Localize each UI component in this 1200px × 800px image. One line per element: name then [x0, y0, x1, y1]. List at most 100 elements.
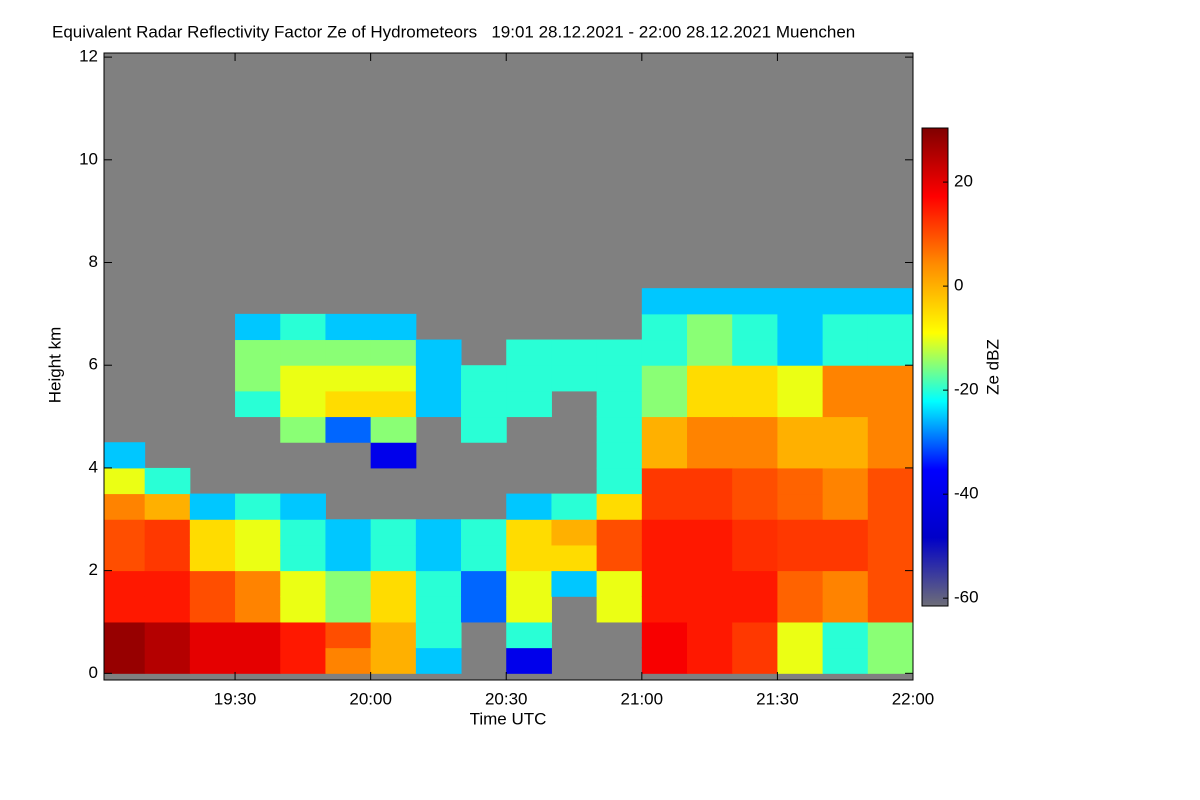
- plot-frame: [103, 52, 914, 681]
- heat-cell: [596, 442, 643, 469]
- heat-cell: [280, 570, 326, 597]
- heat-cell: [777, 570, 824, 597]
- heat-cell: [325, 390, 372, 418]
- heat-cell: [822, 544, 869, 572]
- x-tick-label: 22:00: [892, 689, 935, 708]
- heat-cell: [551, 519, 598, 546]
- heat-cell: [235, 339, 281, 366]
- heat-cell: [506, 339, 552, 366]
- heat-cell: [235, 621, 281, 649]
- y-tick-label: 4: [89, 457, 98, 476]
- heat-cell: [641, 544, 688, 572]
- heat-cell: [777, 339, 824, 366]
- heat-cell: [104, 493, 146, 520]
- heat-cell: [641, 442, 688, 469]
- heat-cell: [370, 339, 417, 366]
- heat-cell: [370, 313, 417, 341]
- heat-cell: [822, 570, 869, 597]
- heat-cell: [867, 442, 914, 469]
- heat-cell: [641, 570, 688, 597]
- heat-cell: [687, 544, 733, 572]
- heat-cell: [506, 570, 552, 597]
- y-tick-label: 12: [79, 47, 98, 66]
- heat-cell: [867, 416, 914, 443]
- heat-cell: [280, 339, 326, 366]
- heat-cell: [596, 339, 643, 366]
- heat-cell: [732, 365, 778, 392]
- heat-cell: [777, 596, 824, 623]
- heat-cell: [189, 621, 236, 649]
- chart-title: Equivalent Radar Reflectivity Factor Ze …: [52, 22, 855, 41]
- heat-cell: [551, 339, 598, 366]
- y-axis-label: Height km: [45, 327, 64, 404]
- heat-cell: [235, 519, 281, 546]
- heat-cell: [325, 313, 372, 341]
- colorbar-label: Ze dBZ: [983, 339, 1002, 395]
- heat-cell: [189, 570, 236, 597]
- heat-cell: [415, 570, 462, 597]
- heat-cell: [777, 442, 824, 469]
- heat-cell: [370, 570, 417, 597]
- heat-cell: [867, 288, 914, 315]
- heat-cell: [867, 647, 914, 674]
- heat-cell: [732, 621, 778, 649]
- heat-cell: [144, 467, 191, 495]
- heat-cell: [732, 313, 778, 341]
- heat-cell: [370, 647, 417, 674]
- colorbar: [921, 127, 949, 607]
- heat-cell: [370, 596, 417, 623]
- heat-cell: [280, 519, 326, 546]
- heat-cell: [732, 596, 778, 623]
- heat-cell: [687, 493, 733, 520]
- heat-cell: [325, 647, 372, 674]
- heat-cell: [777, 519, 824, 546]
- heat-cell: [189, 544, 236, 572]
- heat-cell: [370, 442, 417, 469]
- heat-cell: [596, 544, 643, 572]
- heat-cell: [867, 467, 914, 495]
- heat-cell: [822, 621, 869, 649]
- heat-cell: [777, 621, 824, 649]
- heat-cell: [144, 621, 191, 649]
- heat-cell: [325, 544, 372, 572]
- heat-cell: [104, 519, 146, 546]
- heat-cell: [370, 390, 417, 418]
- heat-cell: [867, 313, 914, 341]
- heat-cell: [732, 288, 778, 315]
- heat-cell: [280, 390, 326, 418]
- heat-cell: [822, 365, 869, 392]
- heat-cell: [596, 519, 643, 546]
- heat-cell: [370, 519, 417, 546]
- heat-cell: [415, 519, 462, 546]
- heat-cell: [235, 544, 281, 572]
- y-tick-label: 0: [89, 663, 98, 682]
- heat-cell: [867, 390, 914, 418]
- heat-cell: [280, 416, 326, 443]
- heat-cell: [596, 596, 643, 623]
- heat-cell: [189, 519, 236, 546]
- heat-cell: [732, 570, 778, 597]
- heat-cell: [506, 544, 552, 572]
- heat-cell: [506, 647, 552, 674]
- heat-cell: [506, 365, 552, 392]
- heat-cell: [189, 493, 236, 520]
- heat-cell: [370, 544, 417, 572]
- heat-cell: [144, 519, 191, 546]
- heat-cell: [280, 365, 326, 392]
- heat-cell: [415, 596, 462, 623]
- heat-cell: [551, 570, 598, 597]
- heat-cell: [732, 544, 778, 572]
- heat-cell: [506, 493, 552, 520]
- x-tick-label: 19:30: [214, 689, 257, 708]
- heat-cell: [687, 390, 733, 418]
- heat-cell: [325, 596, 372, 623]
- heat-cell: [280, 596, 326, 623]
- heat-cell: [415, 365, 462, 392]
- heat-cell: [822, 339, 869, 366]
- heat-cell: [867, 519, 914, 546]
- heat-cell: [280, 621, 326, 649]
- heat-cell: [732, 442, 778, 469]
- y-tick-label: 6: [89, 355, 98, 374]
- heat-cell: [822, 288, 869, 315]
- heat-cell: [732, 647, 778, 674]
